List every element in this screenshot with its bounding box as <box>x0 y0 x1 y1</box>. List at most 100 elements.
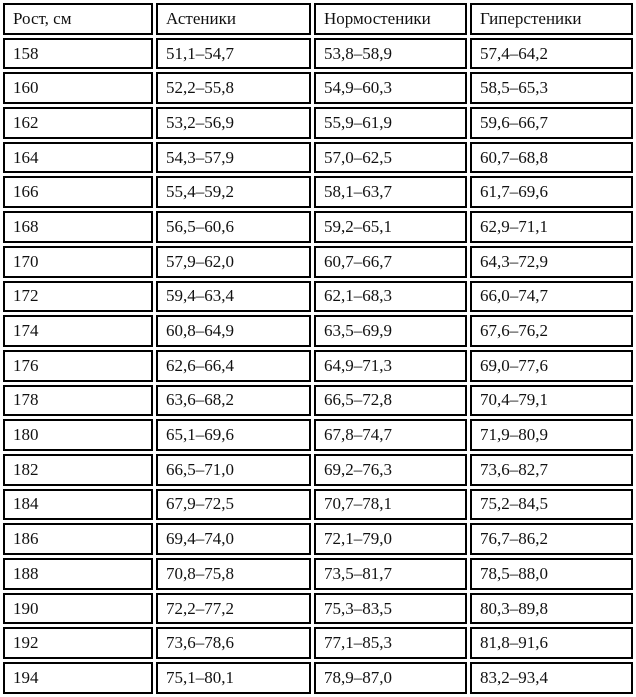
table-cell: 174 <box>3 315 153 347</box>
table-cell: 77,1–85,3 <box>314 627 467 660</box>
table-cell: 61,7–69,6 <box>470 176 633 209</box>
table-cell: 58,1–63,7 <box>314 176 467 209</box>
table-cell: 57,9–62,0 <box>156 245 311 278</box>
table-cell: 62,9–71,1 <box>470 211 633 243</box>
table-row: 174 60,8–64,9 63,5–69,9 67,6–76,2 <box>3 315 633 347</box>
table-cell: 52,2–55,8 <box>156 72 311 105</box>
table-cell: 66,5–71,0 <box>156 453 311 486</box>
table-cell: 80,3–89,8 <box>470 592 633 625</box>
table-cell: 67,9–72,5 <box>156 488 311 521</box>
table-row: 160 52,2–55,8 54,9–60,3 58,5–65,3 <box>3 72 633 105</box>
table-row: 178 63,6–68,2 66,5–72,8 70,4–79,1 <box>3 384 633 417</box>
table-cell: 54,9–60,3 <box>314 72 467 105</box>
table-cell: 70,7–78,1 <box>314 488 467 521</box>
table-row: 172 59,4–63,4 62,1–68,3 66,0–74,7 <box>3 280 633 313</box>
table-cell: 53,8–58,9 <box>314 37 467 70</box>
table-cell: 164 <box>3 141 153 174</box>
table-cell: 76,7–86,2 <box>470 523 633 555</box>
table-cell: 59,2–65,1 <box>314 211 467 243</box>
table-body: Рост, см Астеники Нормостеники Гиперстеники… <box>3 3 633 694</box>
table-cell: 73,5–81,7 <box>314 558 467 590</box>
table-cell: 75,2–84,5 <box>470 488 633 521</box>
table-cell: 55,9–61,9 <box>314 107 467 139</box>
header-cell: Нормостеники <box>314 3 467 35</box>
table-cell: 176 <box>3 349 153 382</box>
table-row: 184 67,9–72,5 70,7–78,1 75,2–84,5 <box>3 488 633 521</box>
table-cell: 57,4–64,2 <box>470 37 633 70</box>
table-cell: 73,6–82,7 <box>470 453 633 486</box>
table-cell: 168 <box>3 211 153 243</box>
table-cell: 180 <box>3 419 153 451</box>
table-cell: 192 <box>3 627 153 660</box>
table-cell: 54,3–57,9 <box>156 141 311 174</box>
table-cell: 83,2–93,4 <box>470 662 633 694</box>
header-row: Рост, см Астеники Нормостеники Гиперстеники <box>3 3 633 35</box>
header-cell: Гиперстеники <box>470 3 633 35</box>
table-cell: 184 <box>3 488 153 521</box>
table-cell: 59,6–66,7 <box>470 107 633 139</box>
table-cell: 78,5–88,0 <box>470 558 633 590</box>
table-row: 158 51,1–54,7 53,8–58,9 57,4–64,2 <box>3 37 633 70</box>
table-cell: 72,1–79,0 <box>314 523 467 555</box>
table-cell: 65,1–69,6 <box>156 419 311 451</box>
table-cell: 188 <box>3 558 153 590</box>
table-cell: 66,5–72,8 <box>314 384 467 417</box>
table-row: 186 69,4–74,0 72,1–79,0 76,7–86,2 <box>3 523 633 555</box>
table-cell: 70,4–79,1 <box>470 384 633 417</box>
table-cell: 186 <box>3 523 153 555</box>
table-cell: 172 <box>3 280 153 313</box>
table-cell: 75,3–83,5 <box>314 592 467 625</box>
table-row: 164 54,3–57,9 57,0–62,5 60,7–68,8 <box>3 141 633 174</box>
table-row: 188 70,8–75,8 73,5–81,7 78,5–88,0 <box>3 558 633 590</box>
table-cell: 60,7–68,8 <box>470 141 633 174</box>
table-cell: 162 <box>3 107 153 139</box>
table-cell: 69,0–77,6 <box>470 349 633 382</box>
table-cell: 81,8–91,6 <box>470 627 633 660</box>
table-cell: 78,9–87,0 <box>314 662 467 694</box>
table-cell: 60,8–64,9 <box>156 315 311 347</box>
table-cell: 69,2–76,3 <box>314 453 467 486</box>
table-cell: 62,1–68,3 <box>314 280 467 313</box>
table-row: 192 73,6–78,6 77,1–85,3 81,8–91,6 <box>3 627 633 660</box>
table-cell: 60,7–66,7 <box>314 245 467 278</box>
table-cell: 71,9–80,9 <box>470 419 633 451</box>
table-cell: 59,4–63,4 <box>156 280 311 313</box>
table-cell: 63,5–69,9 <box>314 315 467 347</box>
table-cell: 70,8–75,8 <box>156 558 311 590</box>
table-row: 194 75,1–80,1 78,9–87,0 83,2–93,4 <box>3 662 633 694</box>
table-cell: 56,5–60,6 <box>156 211 311 243</box>
table-cell: 66,0–74,7 <box>470 280 633 313</box>
table-cell: 67,6–76,2 <box>470 315 633 347</box>
table-cell: 182 <box>3 453 153 486</box>
table-cell: 190 <box>3 592 153 625</box>
table-cell: 57,0–62,5 <box>314 141 467 174</box>
table-cell: 194 <box>3 662 153 694</box>
table-cell: 62,6–66,4 <box>156 349 311 382</box>
table-row: 170 57,9–62,0 60,7–66,7 64,3–72,9 <box>3 245 633 278</box>
table-cell: 53,2–56,9 <box>156 107 311 139</box>
table-row: 166 55,4–59,2 58,1–63,7 61,7–69,6 <box>3 176 633 209</box>
table-row: 162 53,2–56,9 55,9–61,9 59,6–66,7 <box>3 107 633 139</box>
table-cell: 166 <box>3 176 153 209</box>
table-cell: 69,4–74,0 <box>156 523 311 555</box>
table-cell: 67,8–74,7 <box>314 419 467 451</box>
table-row: 168 56,5–60,6 59,2–65,1 62,9–71,1 <box>3 211 633 243</box>
table-cell: 73,6–78,6 <box>156 627 311 660</box>
header-cell: Астеники <box>156 3 311 35</box>
table-row: 190 72,2–77,2 75,3–83,5 80,3–89,8 <box>3 592 633 625</box>
table-cell: 64,9–71,3 <box>314 349 467 382</box>
table-row: 180 65,1–69,6 67,8–74,7 71,9–80,9 <box>3 419 633 451</box>
table-cell: 55,4–59,2 <box>156 176 311 209</box>
table-cell: 158 <box>3 37 153 70</box>
table-cell: 63,6–68,2 <box>156 384 311 417</box>
table-row: 182 66,5–71,0 69,2–76,3 73,6–82,7 <box>3 453 633 486</box>
table-cell: 160 <box>3 72 153 105</box>
table-cell: 64,3–72,9 <box>470 245 633 278</box>
table-cell: 75,1–80,1 <box>156 662 311 694</box>
table-cell: 51,1–54,7 <box>156 37 311 70</box>
table-row: 176 62,6–66,4 64,9–71,3 69,0–77,6 <box>3 349 633 382</box>
table-cell: 58,5–65,3 <box>470 72 633 105</box>
table-cell: 170 <box>3 245 153 278</box>
